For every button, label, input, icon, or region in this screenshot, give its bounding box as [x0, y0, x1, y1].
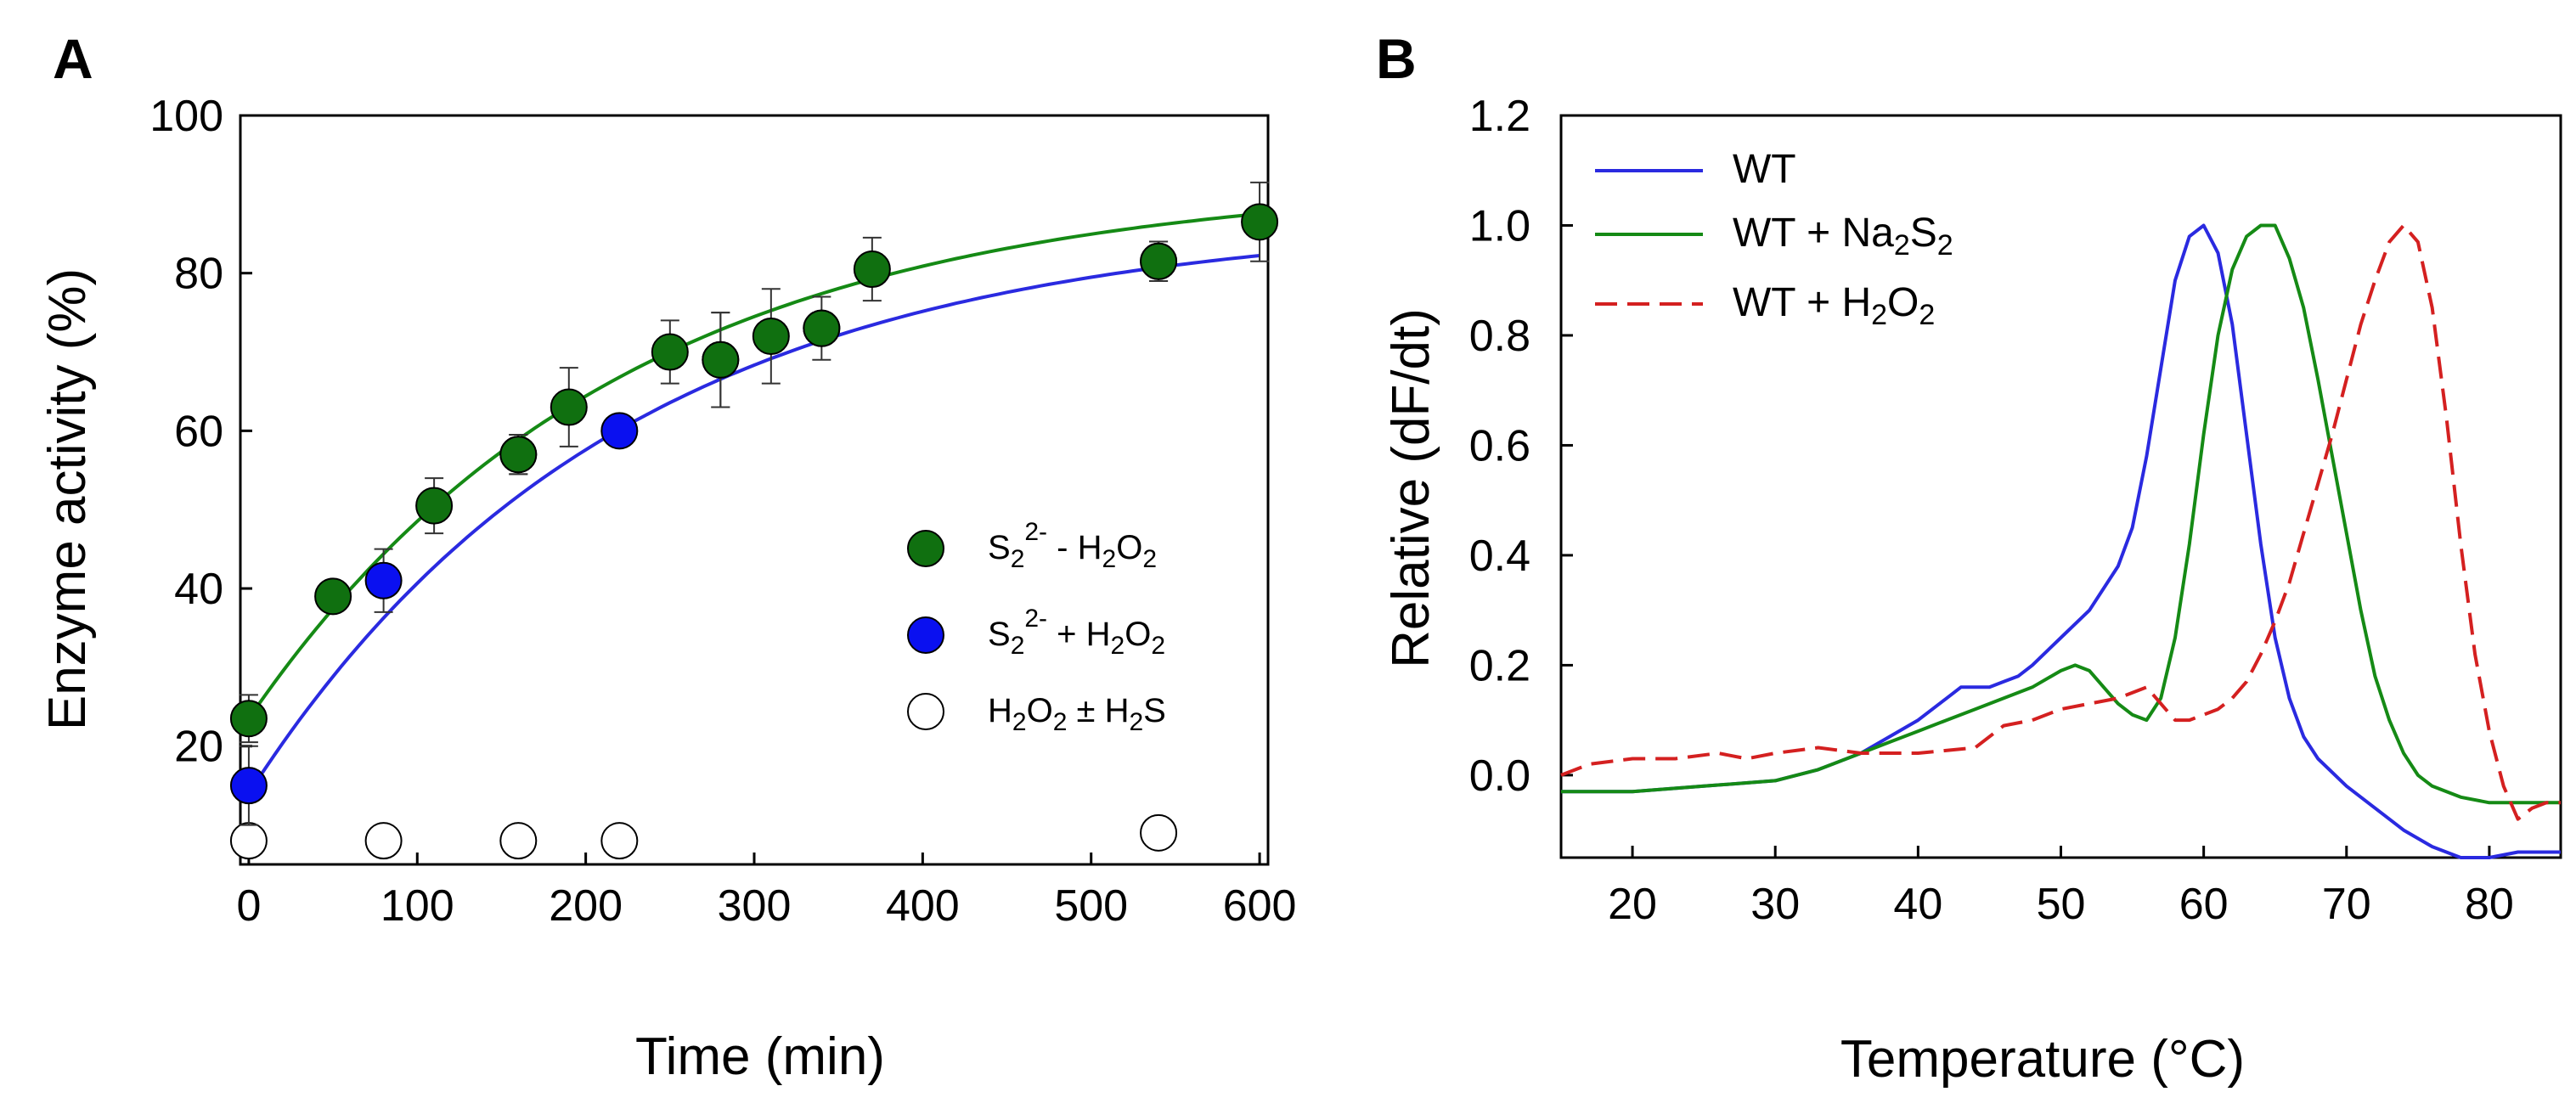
data-point-series-0 [229, 700, 268, 738]
panel-b-y-tick-label: 0.0 [1469, 751, 1530, 801]
data-point-series-0 [1140, 242, 1178, 280]
panel-a-ticks: 0 100 200 300 400 500 600 20 40 60 80 100 [149, 92, 1296, 931]
panel-a: A 0 100 200 300 400 500 600 20 40 60 80 100 Time (m… [38, 27, 1296, 1086]
panel-a-x-tick-label: 200 [549, 881, 623, 931]
data-point-series-0 [702, 340, 740, 379]
panel-a-y-tick-label: 80 [174, 250, 223, 299]
panel-b-x-tick-label: 50 [2037, 880, 2086, 929]
panel-b-curve-0 [1561, 223, 2561, 859]
data-point-series-0 [550, 388, 588, 426]
panel-b-plot [1559, 114, 2562, 859]
panel-b-letter: B [1376, 27, 1417, 90]
panel-b-y-axis-title: Relative (dF/dt) [1382, 308, 1440, 668]
panel-a-letter: A [53, 27, 93, 90]
panel-b-legend: WT WT + Na2S2 WT + H2O2 [1595, 147, 1953, 331]
data-point-series-2 [229, 822, 268, 860]
panel-a-fit-line-1 [247, 254, 1260, 795]
panel-b-x-tick-label: 70 [2322, 880, 2371, 929]
data-point-series-0 [1241, 203, 1279, 241]
panel-b-curve-1 [1561, 223, 2561, 805]
panel-b-curves [1560, 223, 2561, 859]
panel-a-x-tick-label: 0 [236, 881, 261, 931]
data-point-series-2 [364, 822, 403, 860]
panel-b-x-tick-label: 60 [2179, 880, 2229, 929]
panel-a-legend: S22- - H2O2 S22- + H2O2 H2O2 ± H2S [907, 518, 1166, 736]
panel-b-x-tick-label: 80 [2465, 880, 2514, 929]
data-point-series-2 [1140, 813, 1178, 852]
panel-b-y-tick-label: 0.8 [1469, 312, 1530, 361]
panel-a-data-points [229, 181, 1279, 860]
panel-a-fit-line-0 [247, 211, 1260, 720]
panel-a-x-tick-label: 500 [1054, 881, 1128, 931]
panel-a-y-tick-label: 100 [149, 92, 223, 141]
data-point-series-0 [499, 436, 538, 474]
panel-b-y-tick-label: 0.2 [1469, 641, 1530, 690]
panel-b-ticks: 20 30 40 50 60 70 80 0.0 0.2 0.4 0.6 0.8 1.0 1.2 [1469, 92, 2514, 929]
data-point-series-1 [229, 767, 268, 805]
panel-a-y-tick-label: 60 [174, 407, 223, 456]
panel-a-frame [239, 114, 1270, 866]
panel-b-x-axis-title: Temperature (°C) [1840, 1030, 2245, 1089]
data-point-series-1 [364, 561, 403, 599]
panel-a-x-tick-label: 400 [886, 881, 960, 931]
data-point-series-0 [415, 487, 454, 525]
data-point-series-1 [600, 412, 639, 450]
legend-marker-1 [907, 616, 944, 654]
data-point-series-0 [314, 577, 352, 616]
panel-a-y-axis-title: Enzyme activity (%) [38, 268, 97, 730]
panel-a-x-axis-title: Time (min) [635, 1027, 885, 1086]
panel-a-fit-lines [247, 211, 1260, 795]
data-point-series-2 [600, 822, 639, 860]
panel-b-y-tick-label: 0.4 [1469, 532, 1530, 581]
legend-marker-0 [907, 530, 944, 567]
legend-label-b-2: WT + H2O2 [1733, 280, 1935, 331]
panel-a-y-tick-label: 40 [174, 565, 223, 614]
panel-b-y-tick-label: 1.2 [1469, 92, 1530, 141]
panel-a-y-tick-label: 20 [174, 723, 223, 772]
panel-b-y-tick-label: 0.6 [1469, 421, 1530, 470]
panel-a-x-tick-label: 300 [718, 881, 792, 931]
legend-marker-2 [907, 693, 944, 730]
panel-b-x-tick-label: 40 [1893, 880, 1942, 929]
panel-a-x-tick-label: 600 [1223, 881, 1297, 931]
panel-b: B 20 30 40 50 60 70 80 0.0 0.2 0.4 0.6 0.8 1.0 1.2 Te… [1376, 27, 2562, 1089]
panel-a-x-tick-label: 100 [380, 881, 454, 931]
panel-a-plot [239, 114, 1270, 866]
legend-label-b-1: WT + Na2S2 [1733, 211, 1953, 262]
data-point-series-0 [853, 250, 891, 289]
legend-label-b-0: WT [1733, 147, 1796, 192]
legend-label-1: S22- + H2O2 [988, 605, 1165, 660]
panel-b-frame [1559, 114, 2562, 859]
data-point-series-2 [499, 822, 538, 860]
legend-label-0: S22- - H2O2 [988, 518, 1157, 573]
data-point-series-0 [651, 333, 689, 371]
panel-b-x-tick-label: 20 [1608, 880, 1657, 929]
data-point-series-0 [752, 317, 790, 355]
panel-b-curve-2 [1560, 223, 2561, 821]
panel-b-x-tick-label: 30 [1750, 880, 1800, 929]
panel-b-y-tick-label: 1.0 [1469, 201, 1530, 250]
legend-label-2: H2O2 ± H2S [988, 692, 1166, 736]
data-point-series-0 [803, 309, 841, 347]
